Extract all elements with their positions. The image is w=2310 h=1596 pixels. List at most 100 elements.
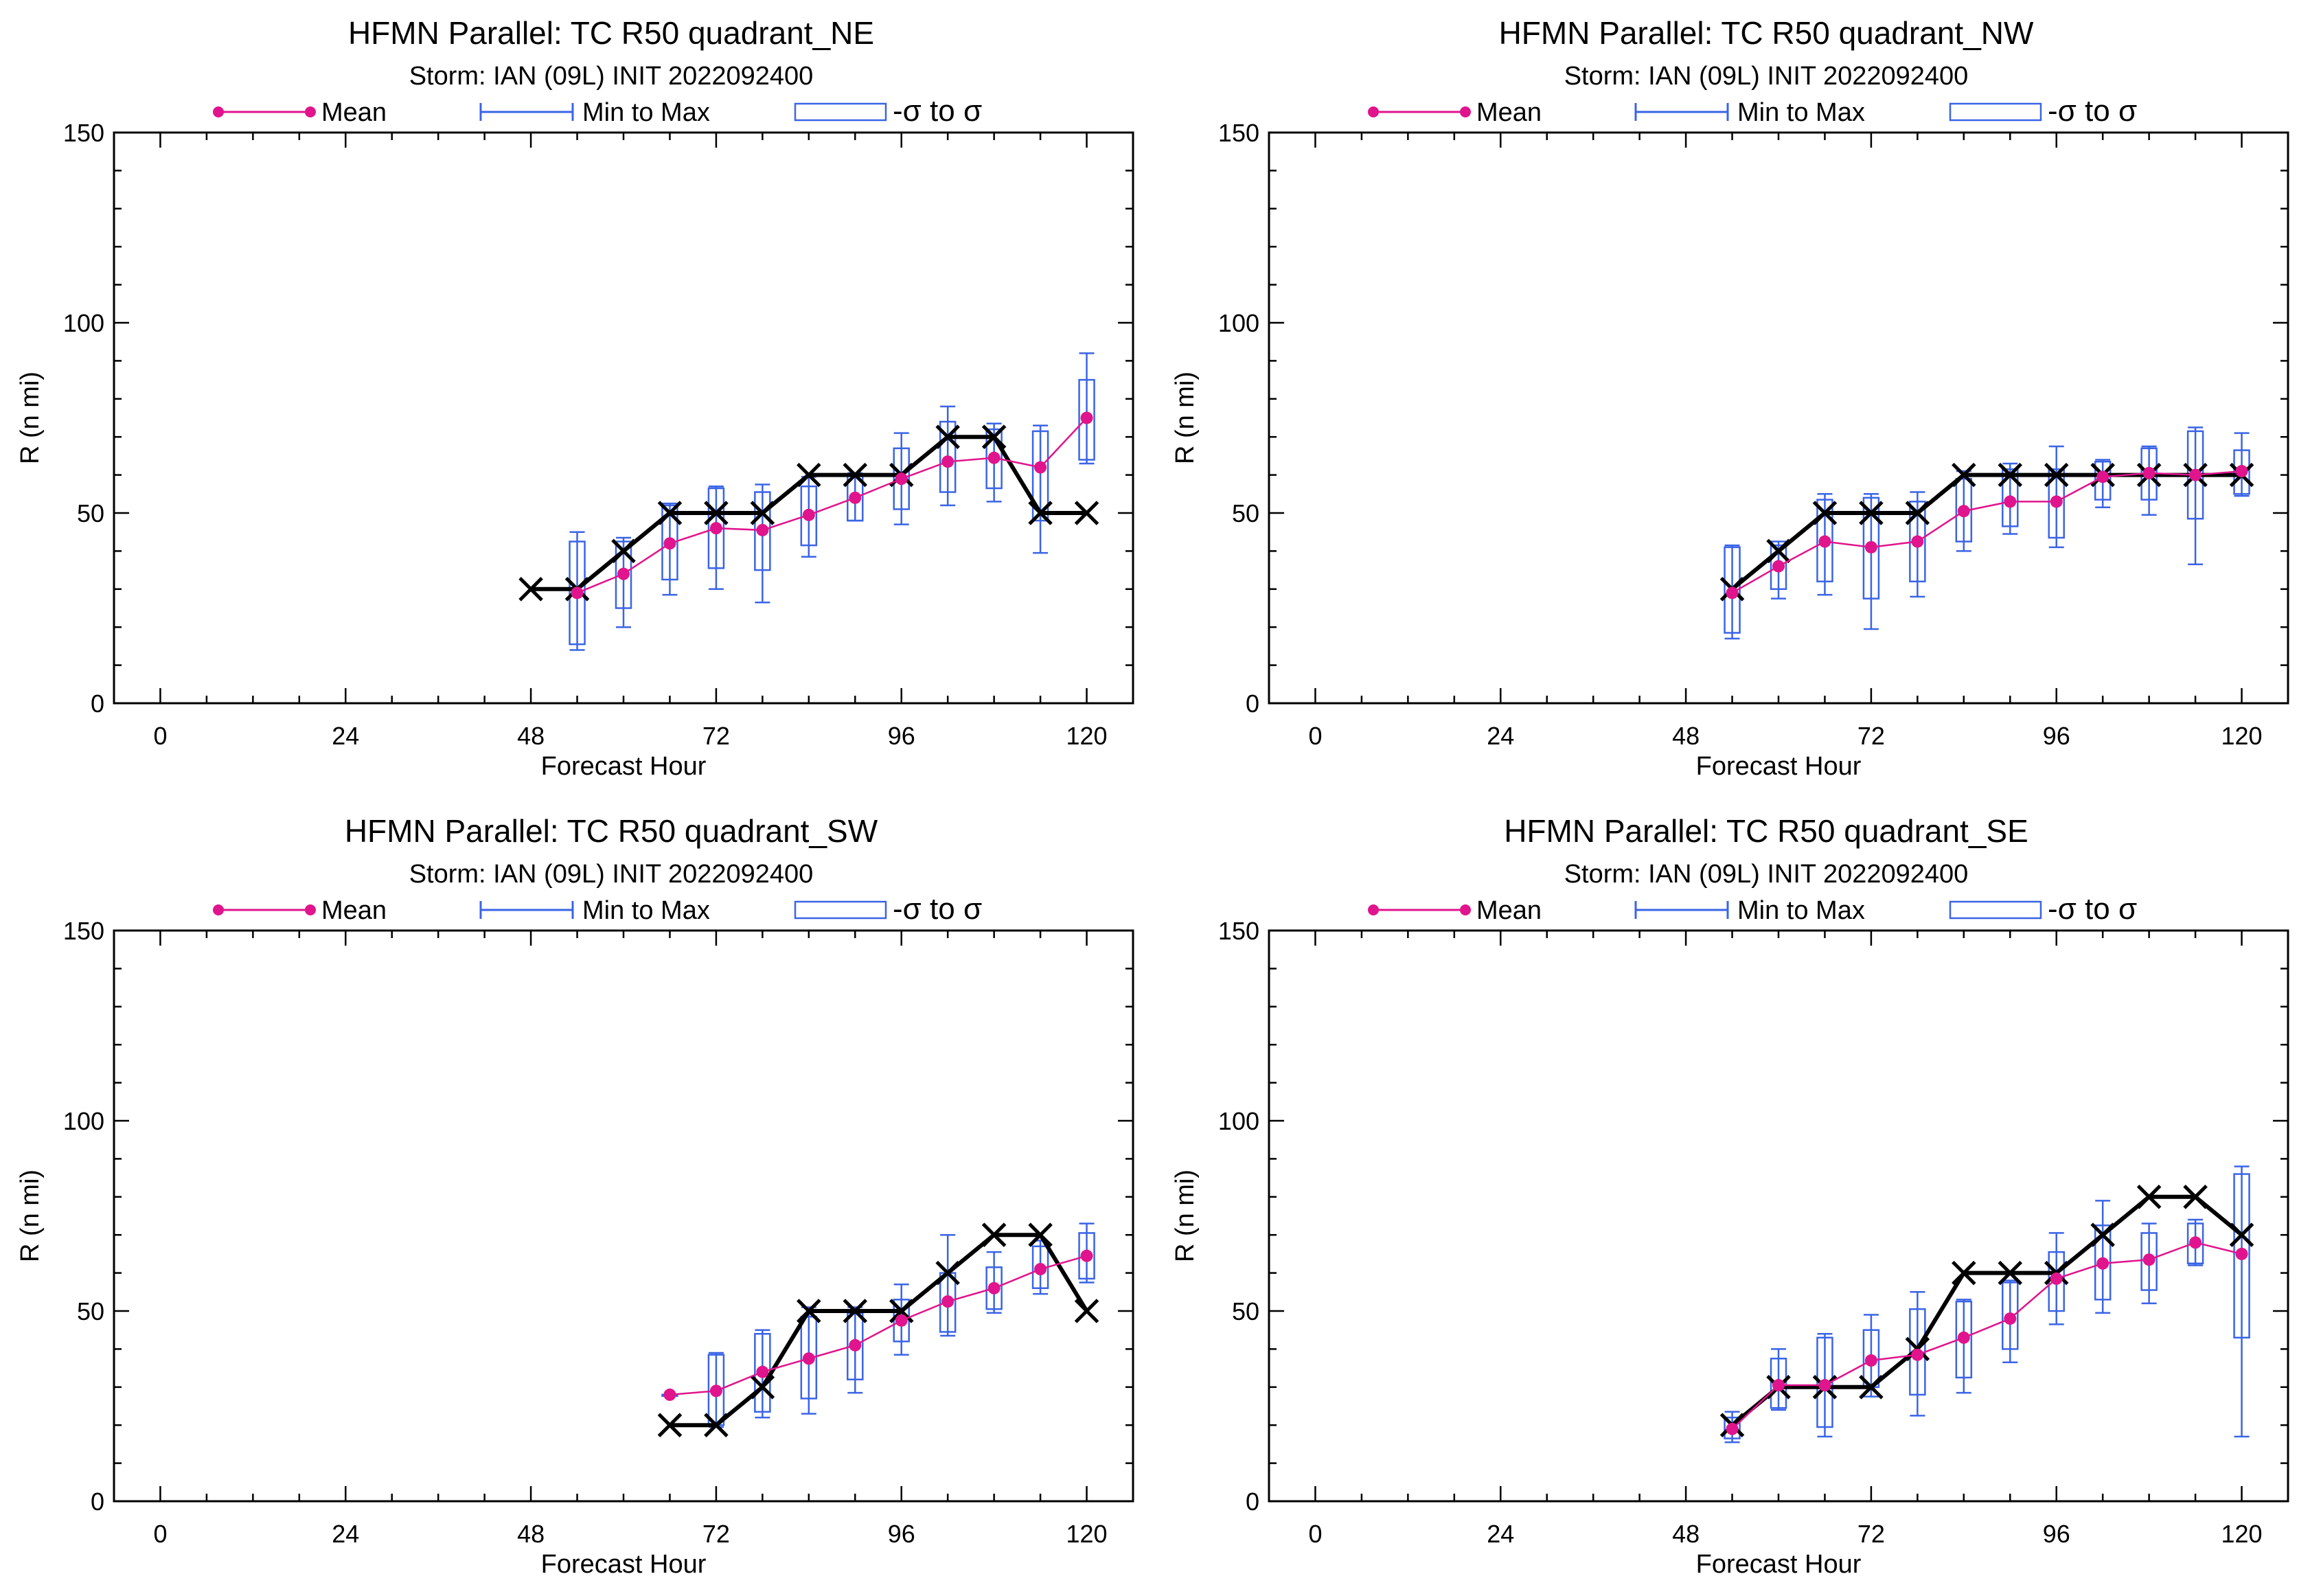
chart-panel-nw: HFMN Parallel: TC R50 quadrant_NW Storm: … [1155, 0, 2310, 798]
sigma-box [754, 491, 771, 571]
mean-point [663, 1388, 676, 1401]
box-whisker-78h [754, 483, 771, 604]
plot-frame [113, 929, 1134, 1503]
mean-point [1957, 505, 1970, 518]
mean-point [895, 472, 908, 486]
sigma-box [569, 540, 586, 646]
sigma-box [2233, 1173, 2250, 1339]
mean-point [709, 522, 722, 535]
mean-point [1034, 461, 1047, 474]
legend-mean-label: Mean [321, 896, 387, 925]
sigma-box [1909, 501, 1926, 582]
axis-ticks [114, 929, 1133, 1503]
chart-panel-se: HFMN Parallel: TC R50 quadrant_SE Storm: … [1155, 798, 2310, 1596]
mean-point [2004, 495, 2017, 508]
legend-minmax-label: Min to Max [582, 98, 710, 127]
observed-marker [1859, 1375, 1884, 1400]
mean-point [1726, 1422, 1739, 1435]
x-tick-label: 0 [153, 722, 167, 750]
mean-line [577, 417, 1088, 594]
chart-title: HFMN Parallel: TC R50 quadrant_SW [345, 813, 878, 849]
sigma-box [1724, 1416, 1741, 1439]
mean-point [941, 1295, 954, 1308]
sigma-box [1816, 1336, 1833, 1428]
box-whisker-120h [2233, 432, 2250, 497]
x-tick-label: 48 [517, 1520, 545, 1548]
legend: Mean Min to Max -σ to σ [1368, 892, 2137, 926]
observed-marker [1859, 501, 1884, 525]
observed-marker [518, 577, 543, 602]
mean-point [1864, 1354, 1877, 1367]
chart-svg: HFMN Parallel: TC R50 quadrant_SW Storm: … [16, 813, 1134, 1579]
mean-point [895, 1314, 908, 1327]
observed-marker [2183, 1185, 2208, 1209]
legend-mean-label: Mean [1476, 896, 1542, 925]
x-tick-label: 24 [1487, 722, 1514, 750]
box-whisker-120h [1078, 352, 1095, 465]
mean-point [1034, 1263, 1047, 1276]
observed-marker [981, 424, 1007, 449]
x-tick-label: 120 [2221, 722, 2263, 750]
mean-point [1080, 1249, 1093, 1262]
chart-svg: HFMN Parallel: TC R50 quadrant_NE Storm: … [16, 15, 1134, 781]
legend-mean-marker [213, 106, 224, 117]
sigma-box [2186, 1222, 2204, 1265]
x-axis-label: Forecast Hour [1696, 1550, 1862, 1579]
legend-sigma-label: -σ to σ [2048, 94, 2137, 128]
observed-marker [935, 424, 960, 449]
mean-line [670, 1255, 1087, 1396]
plot-frame [1268, 131, 2289, 705]
chart-panel-ne: HFMN Parallel: TC R50 quadrant_NE Storm: … [0, 0, 1155, 798]
sigma-box [615, 540, 632, 609]
observed-marker [750, 1375, 775, 1400]
x-axis-label: Forecast Hour [1696, 752, 1862, 781]
mean-point [1911, 1348, 1924, 1361]
mean-point [1957, 1331, 1970, 1344]
box-whisker-84h [1955, 1299, 1973, 1394]
mean-point [1818, 1379, 1831, 1392]
x-tick-label: 120 [1066, 1520, 1108, 1548]
legend-mean-marker [305, 106, 316, 117]
y-tick-label: 50 [77, 1297, 104, 1325]
x-tick-label: 72 [702, 722, 730, 750]
legend: Mean Min to Max -σ to σ [213, 892, 982, 926]
observed-marker [843, 1299, 868, 1323]
legend-mean-marker [213, 904, 224, 915]
x-axis-label: Forecast Hour [541, 752, 707, 781]
mean-point [2189, 468, 2202, 481]
sigma-box [1816, 499, 1833, 582]
observed-marker [1766, 538, 1791, 564]
observed-marker [1998, 1260, 2023, 1286]
observed-marker [1952, 1260, 1976, 1286]
observed-marker [1905, 501, 1930, 525]
legend-sigma-label: -σ to σ [893, 94, 982, 128]
box-whisker-120h [2233, 1165, 2250, 1438]
sigma-box [1031, 430, 1049, 522]
observed-marker [2136, 1185, 2162, 1209]
legend-mean-marker [1368, 106, 1379, 117]
y-tick-label: 100 [1218, 1107, 1259, 1135]
sigma-box [1078, 1232, 1095, 1280]
observed-line [1730, 1194, 2243, 1427]
legend-minmax-label: Min to Max [582, 896, 710, 925]
chart-title: HFMN Parallel: TC R50 quadrant_NE [348, 15, 874, 51]
observed-marker [704, 1413, 729, 1437]
chart-svg: HFMN Parallel: TC R50 quadrant_NW Storm: … [1171, 15, 2289, 781]
legend-sigma-box [1949, 102, 2042, 122]
mean-point [2096, 1257, 2109, 1270]
x-tick-label: 96 [2043, 722, 2070, 750]
mean-line [1731, 1241, 2242, 1430]
chart-subtitle: Storm: IAN (09L) INIT 2022092400 [1564, 62, 1969, 91]
mean-point [849, 1338, 862, 1352]
box-whisker-102h [2094, 459, 2112, 508]
chart-svg: HFMN Parallel: TC R50 quadrant_SE Storm: … [1171, 813, 2289, 1579]
mean-point [1080, 411, 1093, 424]
observed-marker [1812, 501, 1838, 525]
sigma-box [939, 420, 957, 493]
observed-marker [657, 1413, 683, 1437]
sigma-box [893, 447, 910, 510]
observed-marker [657, 501, 683, 525]
observed-marker [1028, 1222, 1053, 1247]
x-tick-label: 120 [1066, 722, 1108, 750]
